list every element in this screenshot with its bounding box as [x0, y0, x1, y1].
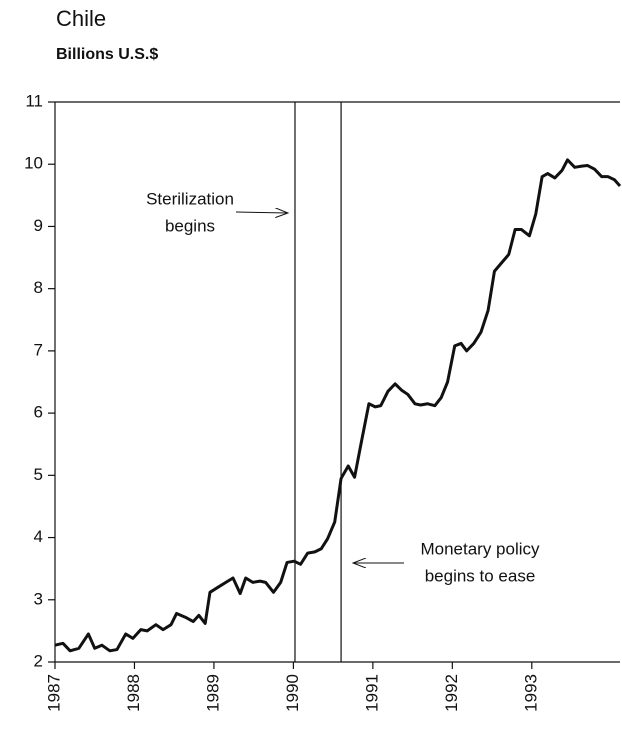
- x-tick-label: 1989: [203, 674, 222, 712]
- x-tick-label: 1988: [124, 674, 143, 712]
- y-tick-label: 8: [34, 278, 43, 297]
- chart-title: Chile: [56, 6, 106, 31]
- y-tick-label: 6: [34, 403, 43, 422]
- annotation: Monetary policy: [420, 539, 540, 558]
- arrow: [235, 212, 288, 213]
- y-tick-label: 5: [34, 465, 43, 484]
- y-tick-label: 9: [34, 216, 43, 235]
- annotation: begins to ease: [425, 566, 536, 585]
- annotation: begins: [165, 216, 215, 235]
- y-tick-label: 2: [34, 651, 43, 670]
- annotation: Sterilization: [146, 189, 234, 208]
- x-tick-label: 1990: [283, 674, 302, 712]
- x-tick-label: 1987: [44, 674, 63, 712]
- chart-subtitle: Billions U.S.$: [56, 46, 158, 63]
- y-tick-label: 11: [25, 91, 43, 110]
- data-line: [54, 158, 622, 653]
- y-tick-label: 10: [24, 154, 43, 173]
- y-tick-label: 3: [34, 589, 43, 608]
- y-tick-label: 7: [34, 340, 43, 359]
- x-tick-label: 1992: [442, 674, 461, 712]
- x-tick-label: 1993: [521, 674, 540, 712]
- x-tick-label: 1991: [362, 674, 381, 712]
- y-tick-label: 4: [34, 527, 43, 546]
